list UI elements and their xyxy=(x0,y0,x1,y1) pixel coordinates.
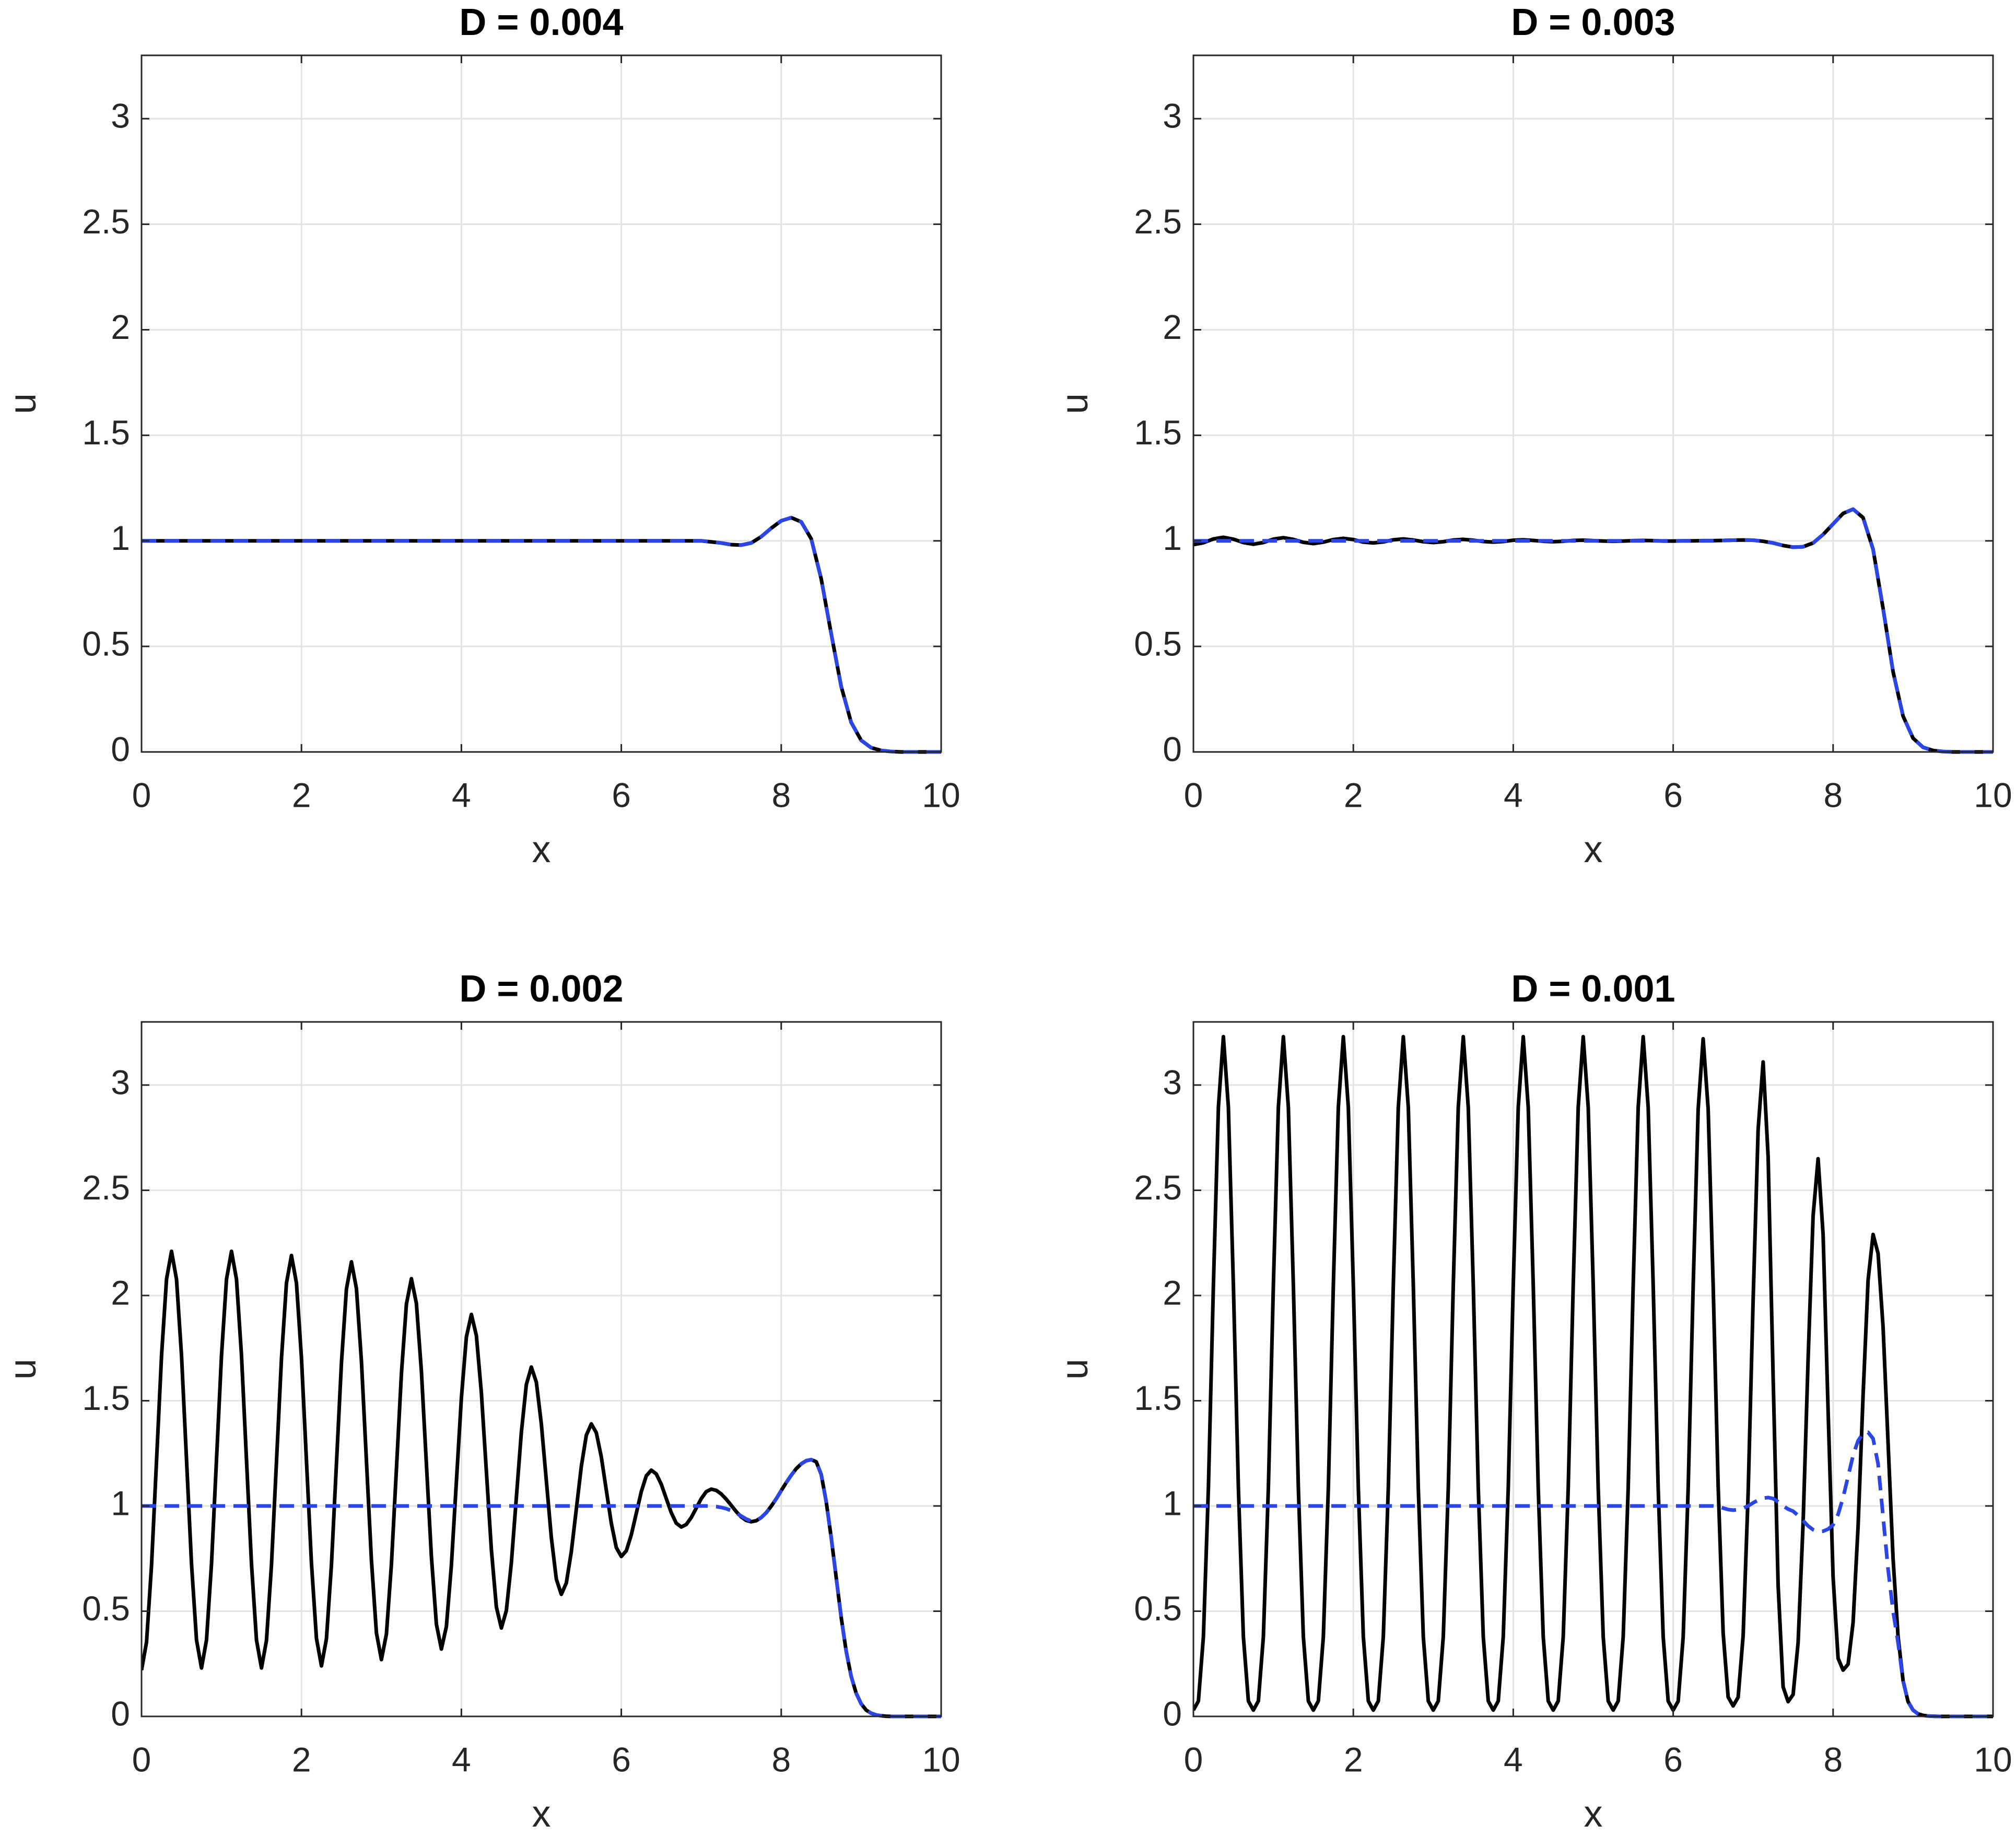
axes-background xyxy=(1193,55,1993,752)
x-tick-label: 4 xyxy=(1504,775,1523,814)
x-tick-label: 4 xyxy=(1504,1740,1523,1779)
chart-title: D = 0.004 xyxy=(459,2,623,43)
y-tick-label: 2.5 xyxy=(82,202,130,241)
y-tick-label: 3 xyxy=(111,97,130,135)
y-tick-label: 3 xyxy=(111,1063,130,1101)
series-line xyxy=(1193,1430,1993,1718)
y-tick-label: 0.5 xyxy=(1134,624,1182,663)
x-tick-label: 0 xyxy=(1184,775,1203,814)
x-tick-label: 0 xyxy=(1184,1740,1203,1779)
y-tick-label: 2.5 xyxy=(82,1168,130,1207)
y-tick-label: 1 xyxy=(111,1484,130,1522)
x-tick-label: 8 xyxy=(1823,775,1843,814)
x-tick-label: 10 xyxy=(922,775,960,814)
y-axis-label: u xyxy=(1054,1359,1096,1380)
x-tick-label: 0 xyxy=(132,775,151,814)
x-tick-label: 2 xyxy=(1344,775,1363,814)
axes-background xyxy=(1193,1022,1993,1716)
chart-title: D = 0.001 xyxy=(1511,968,1675,1010)
chart-title: D = 0.003 xyxy=(1511,2,1675,43)
axes-background xyxy=(142,1022,941,1716)
y-tick-label: 3 xyxy=(1163,1063,1182,1101)
y-tick-label: 2.5 xyxy=(1134,1168,1182,1207)
axes-frame xyxy=(140,1021,942,1717)
y-tick-label: 3 xyxy=(1163,97,1182,135)
y-tick-label: 0 xyxy=(111,729,130,768)
x-tick-label: 10 xyxy=(922,1740,960,1779)
y-tick-label: 1.5 xyxy=(1134,1379,1182,1417)
x-tick-label: 8 xyxy=(1823,1740,1843,1779)
x-axis-label: x xyxy=(532,1793,551,1835)
x-axis-label: x xyxy=(532,829,551,870)
x-axis-label: x xyxy=(1584,1793,1603,1835)
x-tick-label: 2 xyxy=(292,775,311,814)
y-tick-label: 0.5 xyxy=(82,624,130,663)
y-tick-label: 2 xyxy=(1163,1273,1182,1312)
x-tick-label: 2 xyxy=(1344,1740,1363,1779)
x-tick-label: 4 xyxy=(452,775,471,814)
axes-frame xyxy=(1192,54,1994,753)
y-tick-label: 1 xyxy=(111,519,130,557)
y-tick-label: 1.5 xyxy=(82,413,130,452)
axes-frame xyxy=(140,54,942,753)
x-tick-label: 6 xyxy=(612,1740,631,1779)
x-tick-label: 6 xyxy=(1663,775,1683,814)
x-tick-label: 8 xyxy=(771,1740,791,1779)
series-line xyxy=(1193,507,1993,754)
y-tick-label: 2 xyxy=(111,1273,130,1312)
series-line xyxy=(1193,1034,1993,1718)
y-tick-label: 1.5 xyxy=(82,1379,130,1417)
y-tick-label: 2 xyxy=(111,308,130,346)
x-tick-label: 2 xyxy=(292,1740,311,1779)
subplot: 0 2 4 6 8 10 0 0.5 1 1.5 2 2.5 3 D = 0.001 x u xyxy=(1054,968,2012,1835)
y-axis-label: u xyxy=(2,393,44,414)
y-tick-label: 2.5 xyxy=(1134,202,1182,241)
y-tick-label: 0 xyxy=(1163,1694,1182,1733)
y-tick-label: 0 xyxy=(1163,729,1182,768)
y-tick-label: 0.5 xyxy=(1134,1589,1182,1628)
subplot: 0 2 4 6 8 10 0 0.5 1 1.5 2 2.5 3 D = 0.004 x u xyxy=(2,2,960,870)
y-tick-label: 2 xyxy=(1163,308,1182,346)
y-tick-label: 1 xyxy=(1163,1484,1182,1522)
y-tick-label: 1.5 xyxy=(1134,413,1182,452)
subplot: 0 2 4 6 8 10 0 0.5 1 1.5 2 2.5 3 D = 0.002 x u xyxy=(2,968,960,1835)
y-tick-label: 1 xyxy=(1163,519,1182,557)
chart-title: D = 0.002 xyxy=(459,968,623,1010)
axes-frame xyxy=(1192,1021,1994,1717)
x-tick-label: 0 xyxy=(132,1740,151,1779)
x-tick-label: 6 xyxy=(1663,1740,1683,1779)
series-line xyxy=(142,515,941,754)
y-axis-label: u xyxy=(2,1359,44,1380)
axes-background xyxy=(142,55,941,752)
y-tick-label: 0.5 xyxy=(82,1589,130,1628)
x-tick-label: 4 xyxy=(452,1740,471,1779)
x-tick-label: 6 xyxy=(612,775,631,814)
y-axis-label: u xyxy=(1054,393,1096,414)
subplot: 0 2 4 6 8 10 0 0.5 1 1.5 2 2.5 3 D = 0.003 x u xyxy=(1054,2,2012,870)
series-line xyxy=(142,1457,941,1718)
x-tick-label: 8 xyxy=(771,775,791,814)
y-tick-label: 0 xyxy=(111,1694,130,1733)
x-tick-label: 10 xyxy=(1974,775,2012,814)
x-tick-label: 10 xyxy=(1974,1740,2012,1779)
x-axis-label: x xyxy=(1584,829,1603,870)
